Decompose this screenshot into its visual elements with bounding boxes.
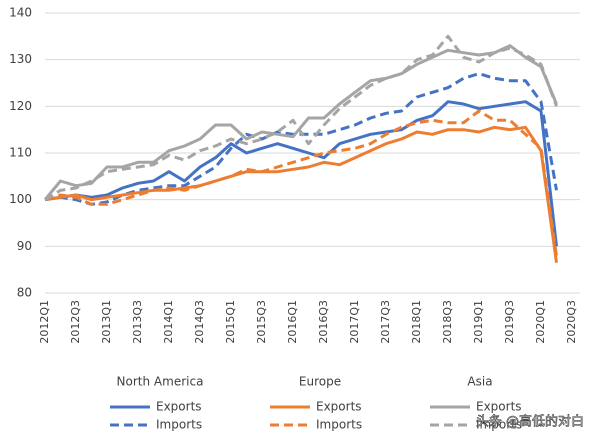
x-tick-label: 2016Q3 (317, 300, 330, 344)
y-tick-label: 120 (9, 99, 32, 113)
x-tick-label: 2015Q1 (224, 300, 237, 344)
x-tick-label: 2013Q1 (100, 300, 113, 344)
series-line (44, 125, 558, 263)
legend-label: Imports (156, 418, 202, 432)
x-tick-label: 2020Q3 (565, 300, 578, 344)
legend-label: Imports (316, 418, 362, 432)
y-tick-label: 140 (9, 6, 32, 20)
series-line (44, 109, 558, 256)
legend-group-title: Europe (299, 375, 341, 389)
x-tick-label: 2014Q1 (162, 300, 175, 344)
series-line (44, 34, 558, 201)
y-tick-label: 90 (17, 239, 32, 253)
legend-group-title: North America (117, 375, 204, 389)
legend-label: Exports (316, 400, 362, 414)
x-tick-label: 2014Q3 (193, 300, 206, 344)
x-tick-label: 2020Q1 (534, 300, 547, 344)
x-tick-label: 2012Q3 (69, 300, 82, 344)
series-line (43, 44, 558, 201)
plot: 80 90 100 110 120 130 140 2012Q1 2012Q3 2013Q1 201… (9, 6, 580, 432)
x-tick-label: 2017Q1 (348, 300, 361, 344)
y-tick-label: 130 (9, 52, 32, 66)
legend-label: Exports (476, 400, 522, 414)
legend-label: Imports (476, 418, 522, 432)
y-tick-label: 110 (9, 146, 32, 160)
x-tick-label: 2013Q3 (131, 300, 144, 344)
x-tick-label: 2019Q1 (472, 300, 485, 344)
legend-label: Exports (156, 400, 202, 414)
series-line (44, 100, 558, 247)
legend-group-title: Asia (467, 375, 492, 389)
x-tick-label: 2018Q1 (410, 300, 423, 344)
series-line (44, 72, 558, 206)
x-tick-label: 2015Q3 (255, 300, 268, 344)
watermark: 头条 @高低的对白 (476, 414, 584, 430)
y-tick-label: 80 (17, 286, 32, 300)
x-tick-label: 2018Q3 (441, 300, 454, 344)
x-tick-label: 2016Q1 (286, 300, 299, 344)
x-tick-label: 2019Q3 (503, 300, 516, 344)
x-tick-label: 2017Q3 (379, 300, 392, 344)
x-tick-label: 2012Q1 (38, 300, 51, 344)
y-tick-label: 100 (9, 192, 32, 206)
